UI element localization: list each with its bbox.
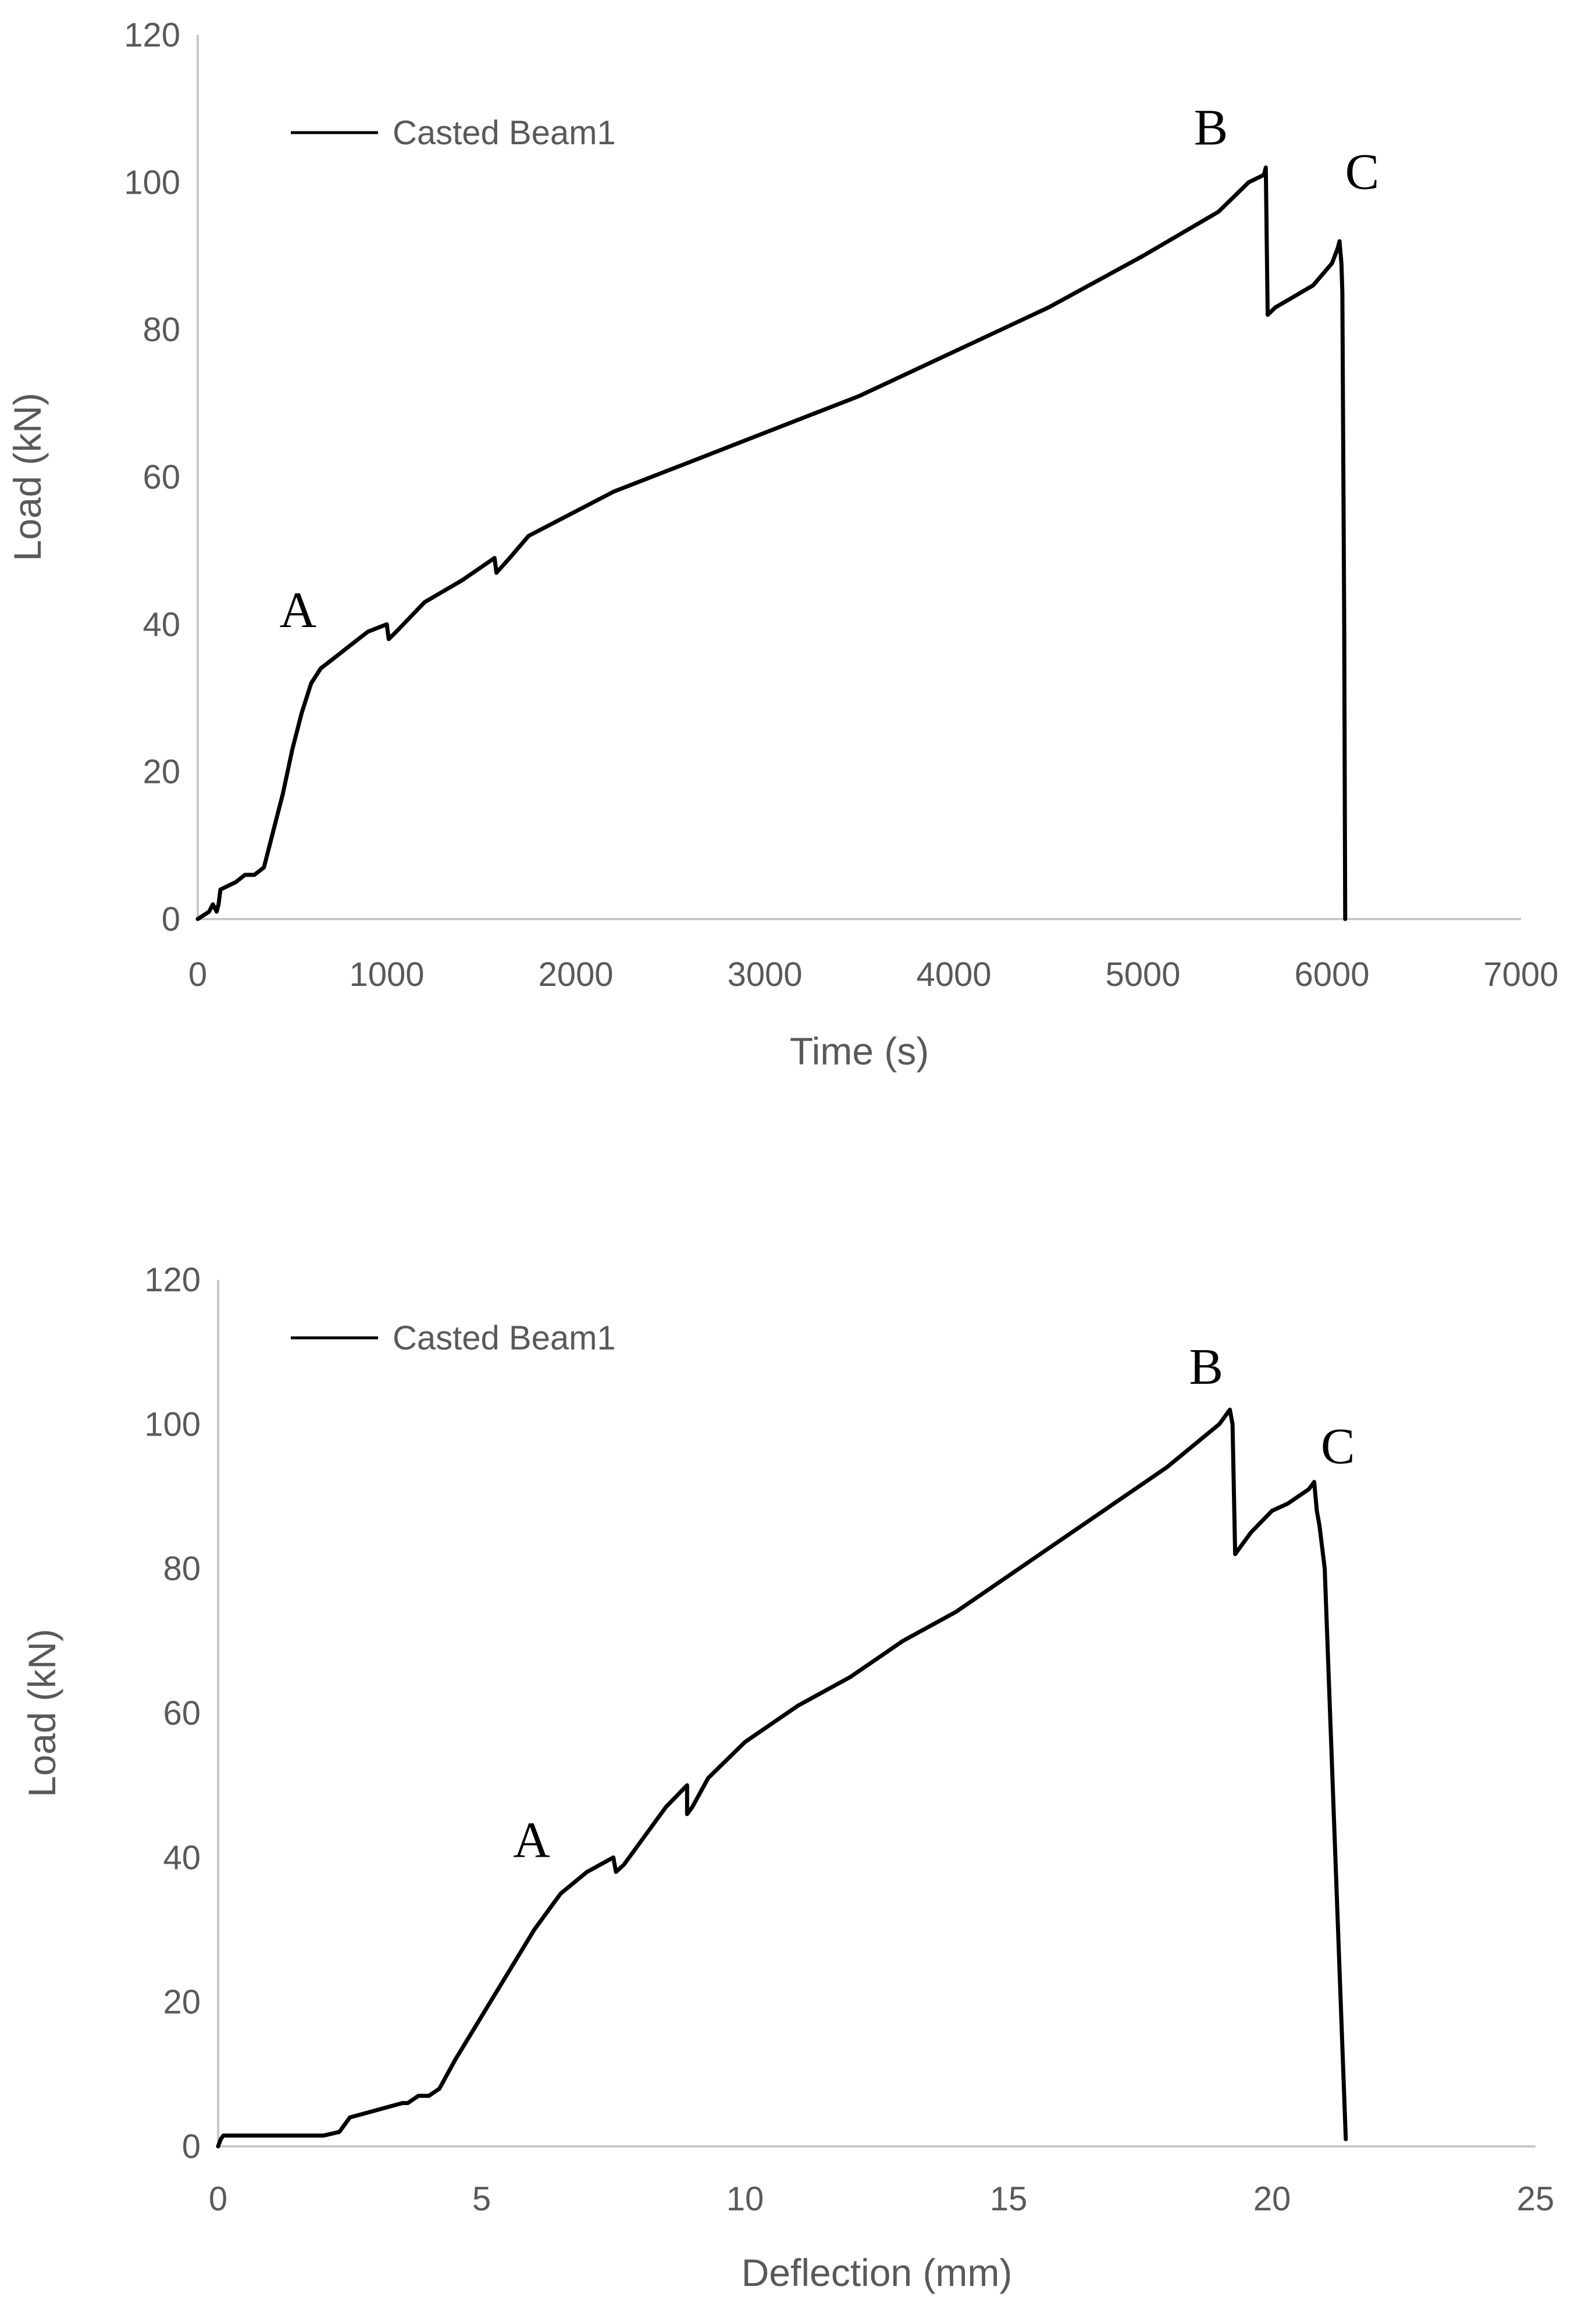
chart-load-vs-time: 0 20 40 60 80 100 120 0 1000 2000 3000 4000 5000 6000…: [0, 0, 1596, 1088]
y-tick-label: 80: [163, 1550, 201, 1588]
series-line-casted-beam1: [195, 165, 1348, 921]
y-tick-label: 20: [163, 1983, 201, 2021]
y-axis-title: Load (kN): [6, 393, 49, 561]
annotation-c: C: [1321, 1419, 1355, 1475]
y-tick-label: 0: [162, 900, 180, 938]
y-tick-label: 100: [144, 1405, 201, 1443]
y-tick-label: 100: [124, 163, 180, 201]
x-tick-label: 15: [990, 2180, 1028, 2218]
x-tick-label: 7000: [1483, 956, 1558, 993]
annotation-a: A: [513, 1812, 550, 1868]
x-tick-label: 2000: [538, 956, 613, 993]
x-tick-label: 0: [188, 956, 207, 993]
legend-label: Casted Beam1: [393, 1319, 616, 1357]
y-tick-label: 40: [142, 606, 180, 643]
legend-label: Casted Beam1: [393, 114, 616, 152]
x-tick-label: 3000: [727, 956, 802, 993]
series-line-casted-beam1: [216, 1408, 1348, 2149]
y-tick-label: 120: [124, 16, 180, 54]
chart-load-vs-deflection: 0 20 40 60 80 100 120 0 5 10 15 20 25 Deflection (mm)…: [0, 1222, 1596, 2304]
chart-2-svg: 0 20 40 60 80 100 120 0 5 10 15 20 25 Deflection (mm)…: [20, 1261, 1555, 2294]
annotation-b: B: [1189, 1339, 1223, 1395]
x-tick-label: 5000: [1105, 956, 1180, 993]
x-tick-label: 4000: [916, 956, 991, 993]
y-tick-label: 20: [142, 753, 180, 791]
y-axis-title: Load (kN): [20, 1629, 63, 1797]
y-tick-label: 60: [142, 458, 180, 496]
x-tick-label: 10: [726, 2180, 764, 2218]
annotation-a: A: [279, 582, 316, 639]
x-axis-title: Time (s): [790, 1030, 929, 1073]
x-tick-label: 20: [1253, 2180, 1291, 2218]
annotation-b: B: [1194, 99, 1228, 156]
y-tick-label: 80: [142, 311, 180, 349]
x-tick-label: 25: [1517, 2180, 1555, 2218]
x-tick-label: 6000: [1294, 956, 1369, 993]
annotation-c: C: [1345, 144, 1380, 200]
y-tick-label: 120: [144, 1261, 201, 1299]
x-axis-title: Deflection (mm): [742, 2251, 1013, 2294]
y-tick-label: 40: [163, 1839, 201, 1876]
x-tick-label: 0: [209, 2180, 227, 2218]
x-tick-label: 1000: [349, 956, 424, 993]
x-tick-label: 5: [472, 2180, 491, 2218]
y-tick-label: 60: [163, 1694, 201, 1732]
y-tick-label: 0: [182, 2128, 201, 2166]
chart-1-svg: 0 20 40 60 80 100 120 0 1000 2000 3000 4000 5000 6000…: [6, 16, 1559, 1073]
